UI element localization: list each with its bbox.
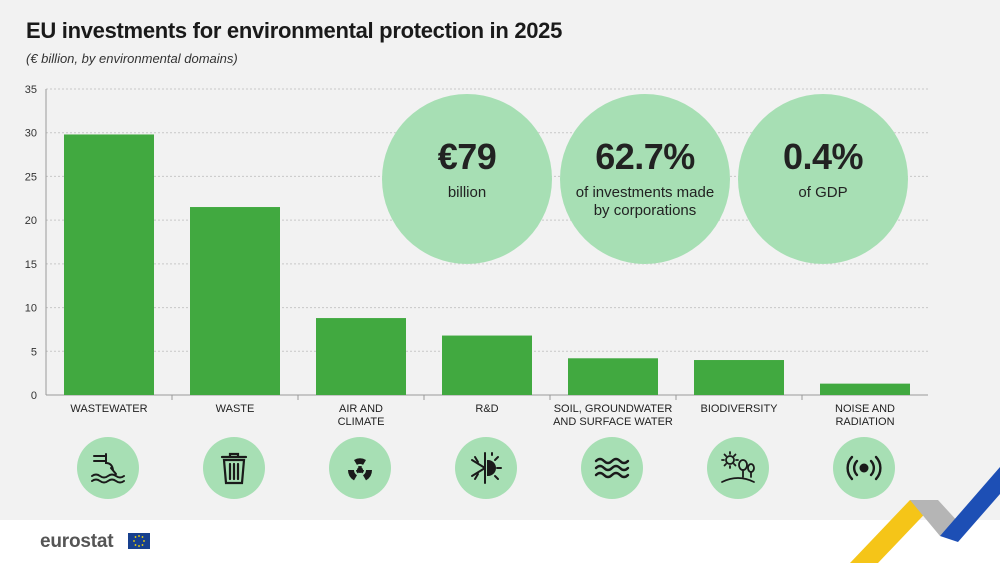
chart-subtitle: (€ billion, by environmental domains) [26, 51, 238, 66]
y-tick-label: 25 [25, 171, 37, 183]
sound-waves-icon [833, 437, 895, 499]
kpi-gdp-value: 0.4% [782, 136, 864, 177]
kpi-gdp-share: 0.4% of GDP [738, 94, 908, 264]
kpi-corporations-label: of investments made by corporations [575, 184, 715, 219]
x-category-label: AND SURFACE WATER [553, 416, 673, 428]
kpi-total-label: billion [447, 184, 487, 201]
wastewater-icon [77, 437, 139, 499]
kpi-corporations-share: 62.7% of investments made by corporation… [560, 94, 730, 264]
kpi-gdp-label: of GDP [798, 184, 848, 201]
bar [568, 358, 658, 395]
trash-bin-icon [203, 437, 265, 499]
kpi-corporations-value: 62.7% [595, 136, 695, 177]
x-category-label: R&D [475, 403, 498, 415]
sun-trees-icon [707, 437, 769, 499]
x-category-label: BIODIVERSITY [700, 403, 778, 415]
x-category-label: WASTE [216, 403, 255, 415]
x-category-label: AIR AND [339, 403, 383, 415]
sun-snowflake-icon [455, 437, 517, 499]
y-tick-label: 5 [31, 346, 37, 358]
bar [442, 335, 532, 395]
bar [64, 134, 154, 395]
eurostat-logo: eurostat [40, 531, 114, 552]
y-tick-label: 15 [25, 259, 37, 271]
y-tick-label: 35 [25, 84, 37, 96]
y-tick-label: 20 [25, 215, 37, 227]
x-category-label: CLIMATE [338, 416, 385, 428]
radiation-icon [329, 437, 391, 499]
bar [316, 318, 406, 395]
bar [694, 360, 784, 395]
y-tick-label: 30 [25, 128, 37, 140]
x-category-label: WASTEWATER [70, 403, 147, 415]
kpi-total-value: €79 [437, 136, 497, 177]
x-category-label: SOIL, GROUNDWATER [554, 403, 673, 415]
water-waves-icon [581, 437, 643, 499]
y-tick-label: 10 [25, 303, 37, 315]
eu-flag-icon [128, 533, 150, 549]
decorative-ribbon [850, 467, 1000, 563]
x-category-label: RADIATION [835, 416, 894, 428]
x-category-label: NOISE AND [835, 403, 895, 415]
chart-title: EU investments for environmental protect… [26, 18, 563, 43]
footer-bar [0, 520, 1000, 563]
kpi-total-investment: €79 billion [382, 94, 552, 264]
bar [190, 207, 280, 395]
bar [820, 383, 910, 395]
y-tick-label: 0 [31, 390, 37, 402]
